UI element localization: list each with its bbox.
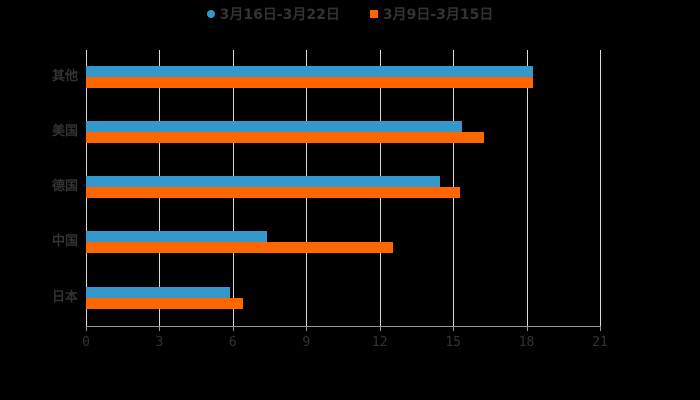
x-tick-label: 0 (82, 335, 90, 350)
x-tick-label: 21 (592, 335, 608, 350)
legend-item-series-2[interactable]: 3月9日-3月15日 (369, 4, 494, 24)
x-tick (232, 326, 234, 331)
bar-series-2[interactable] (86, 132, 484, 143)
x-tick-label: 15 (445, 335, 461, 350)
bar-series-1[interactable] (86, 231, 268, 242)
bar-series-2[interactable] (86, 298, 243, 309)
x-tick-label: 3 (155, 335, 164, 350)
x-tick-label: 18 (518, 335, 535, 350)
circle-marker-icon (206, 10, 215, 18)
x-tick (159, 326, 161, 331)
x-tick (379, 326, 381, 331)
bar-series-1[interactable] (86, 66, 533, 77)
y-category-label: 德国 (51, 179, 78, 194)
x-tick (306, 326, 308, 331)
bar-series-1[interactable] (86, 287, 231, 298)
x-axis-line (86, 326, 601, 327)
y-category-label: 美国 (51, 124, 78, 139)
x-tick (600, 326, 601, 331)
x-tick (453, 326, 455, 331)
square-marker-icon (369, 10, 378, 18)
bar-series-2[interactable] (86, 77, 533, 88)
x-tick-label: 12 (371, 335, 388, 350)
bar-series-1[interactable] (86, 176, 440, 187)
bar-series-1[interactable] (86, 121, 462, 132)
x-tick (86, 326, 87, 331)
y-category-label: 其他 (51, 69, 78, 84)
legend: 3月16日-3月22日 3月9日-3月15日 (0, 3, 700, 25)
gridline (526, 50, 528, 326)
plot-area (86, 50, 601, 326)
x-tick-label: 6 (228, 335, 237, 350)
legend-label: 3月9日-3月15日 (382, 7, 494, 23)
bar-series-2[interactable] (86, 242, 393, 253)
legend-label: 3月16日-3月22日 (219, 7, 340, 23)
y-category-label: 日本 (51, 290, 78, 305)
gridline (600, 50, 601, 326)
x-tick-label: 9 (302, 335, 311, 350)
x-tick (526, 326, 528, 331)
y-category-label: 中国 (51, 234, 78, 249)
legend-item-series-1[interactable]: 3月16日-3月22日 (206, 4, 340, 24)
bar-series-2[interactable] (86, 187, 460, 198)
